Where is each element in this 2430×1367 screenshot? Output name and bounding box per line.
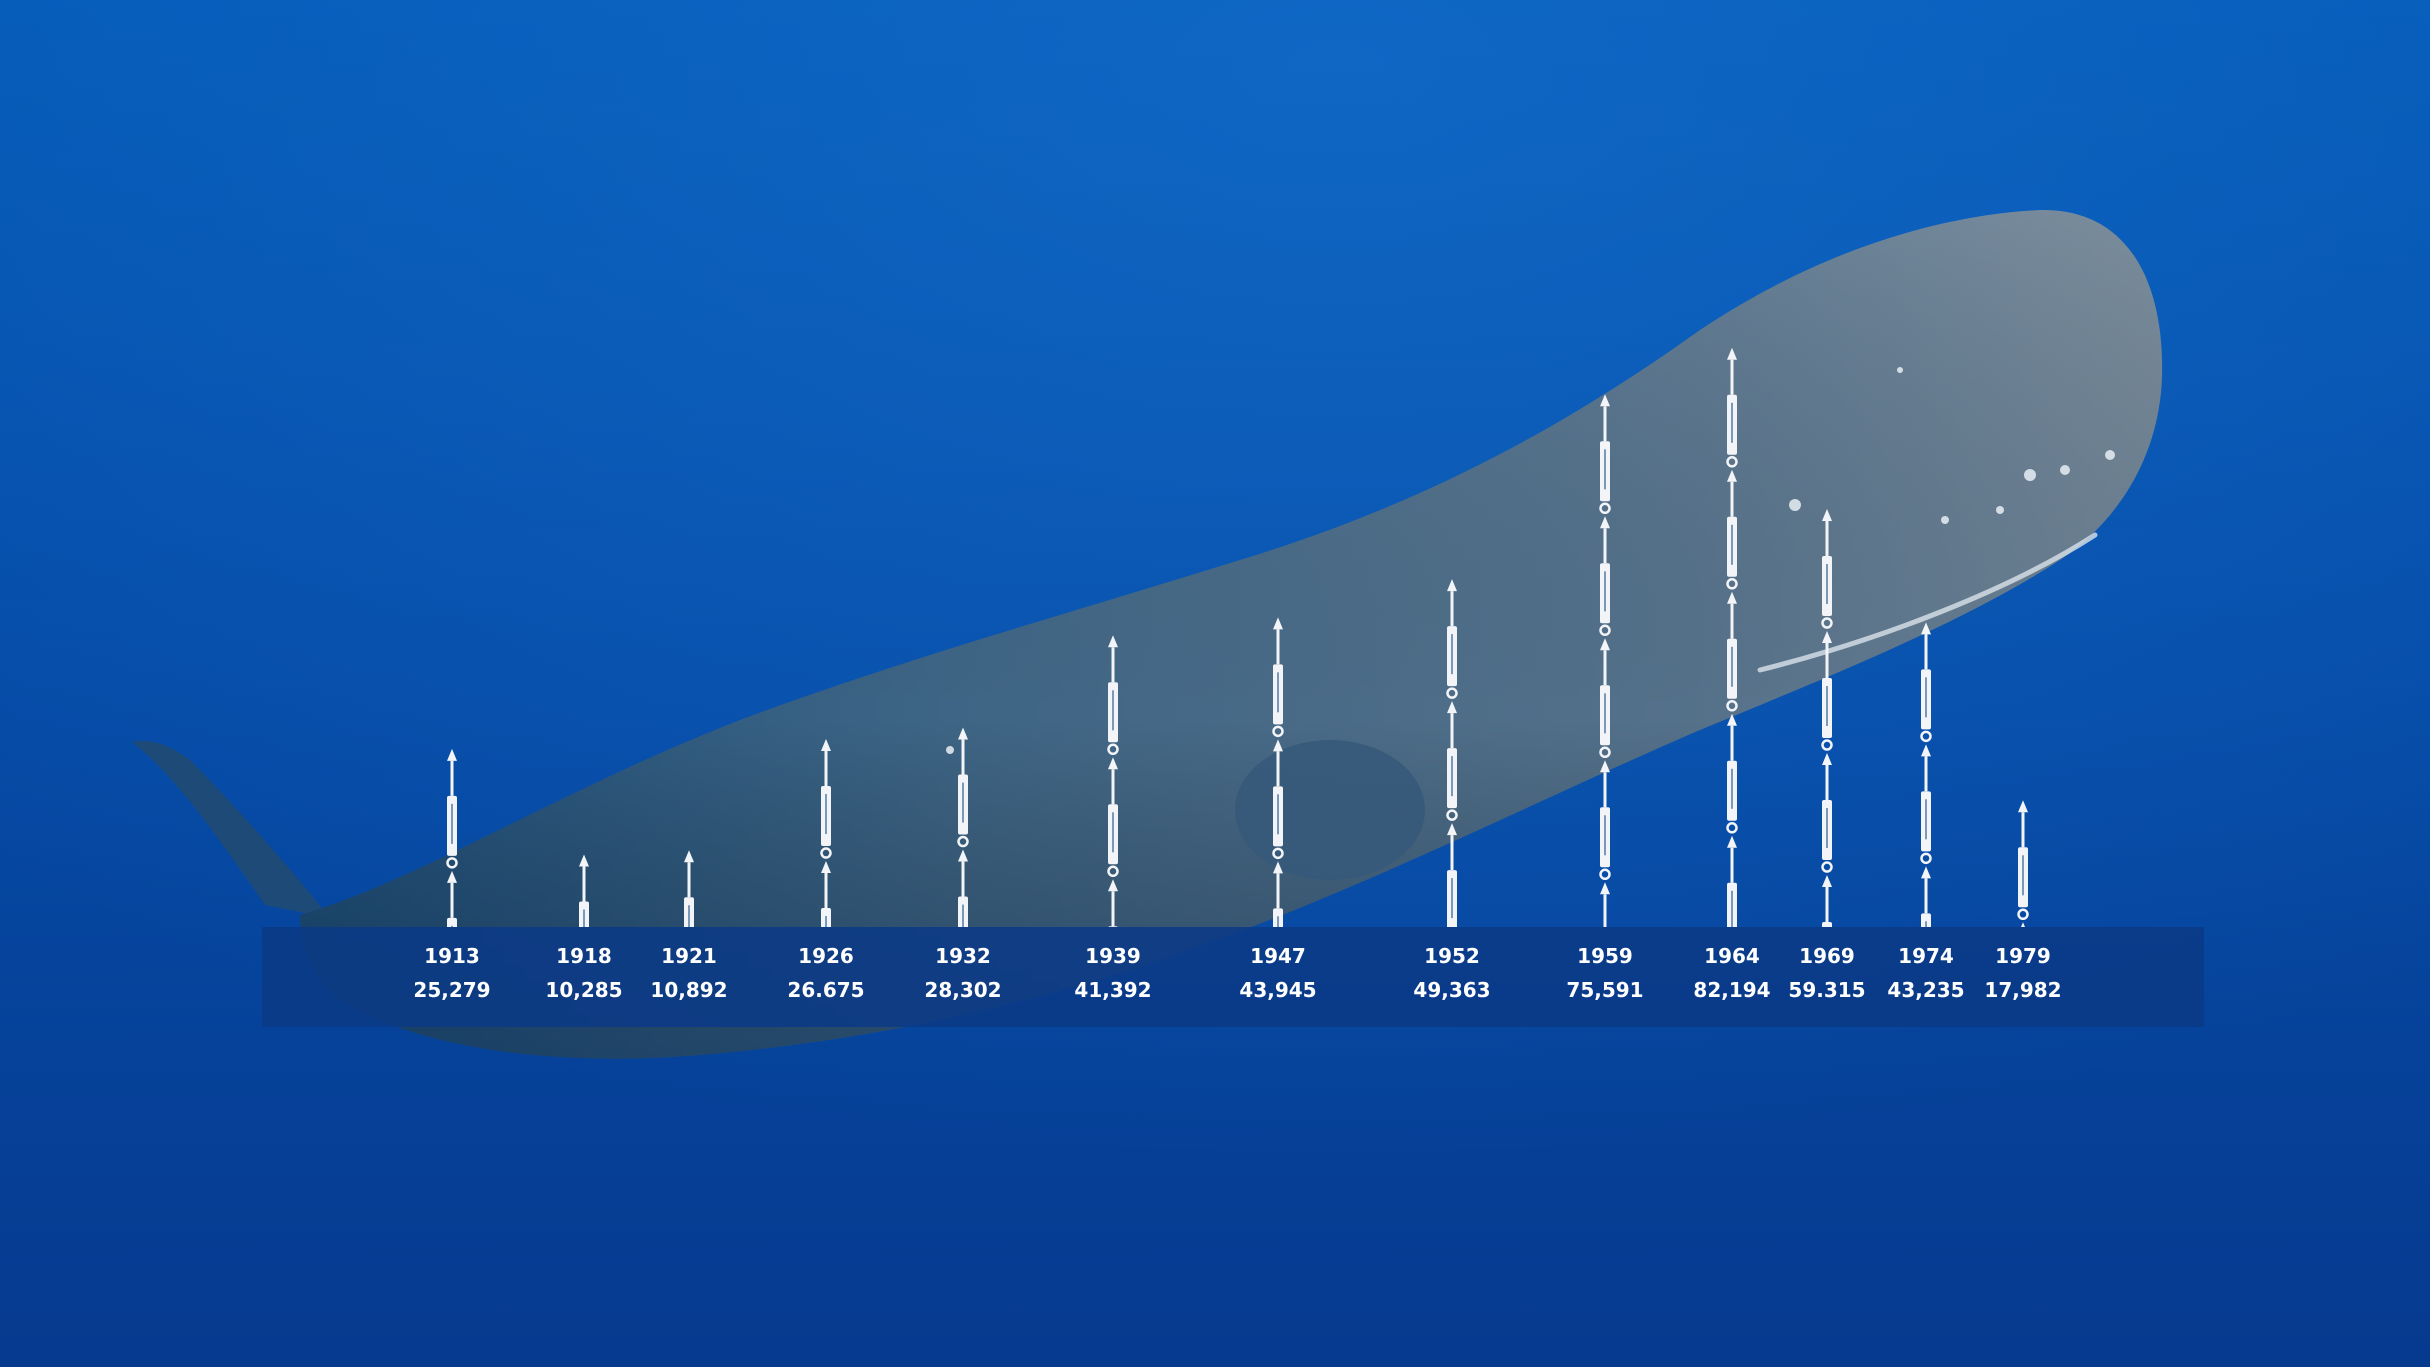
whale-jaw-line (1757, 532, 2098, 673)
data-label-1974: 43,235 (1887, 978, 1964, 1002)
bar-1947 (1272, 617, 1284, 928)
tick-label-1939: 1939 (1085, 944, 1141, 968)
bar-1969 (1821, 509, 1833, 927)
bar-1964 (1726, 347, 1738, 927)
data-label-1921: 10,892 (650, 978, 727, 1002)
tick-label-1969: 1969 (1799, 944, 1855, 968)
tick-label-1964: 1964 (1704, 944, 1760, 968)
whale-tail-fluke (132, 740, 330, 918)
bar-1939 (1107, 635, 1119, 928)
tick-label-1932: 1932 (935, 944, 991, 968)
tick-label-1952: 1952 (1424, 944, 1480, 968)
data-label-1964: 82,194 (1693, 978, 1770, 1002)
data-label-1959: 75,591 (1566, 978, 1643, 1002)
bar-1913 (446, 748, 458, 928)
bar-1932 (957, 727, 969, 927)
x-axis-band (262, 927, 2204, 1027)
whale-skin-spots (946, 367, 2115, 754)
data-label-1932: 28,302 (924, 978, 1001, 1002)
bar-1974 (1920, 622, 1932, 928)
tick-label-1974: 1974 (1898, 944, 1954, 968)
whale-flipper (1235, 740, 1425, 880)
data-label-1952: 49,363 (1413, 978, 1490, 1002)
chart-bars (446, 347, 2029, 928)
data-label-1918: 10,285 (545, 978, 622, 1002)
data-label-1947: 43,945 (1239, 978, 1316, 1002)
tick-label-1979: 1979 (1995, 944, 2051, 968)
tick-label-1918: 1918 (556, 944, 612, 968)
tick-label-1926: 1926 (798, 944, 854, 968)
bar-1959 (1599, 394, 1611, 927)
tick-label-1947: 1947 (1250, 944, 1306, 968)
data-label-1913: 25,279 (413, 978, 490, 1002)
bar-1921 (684, 850, 694, 927)
tick-label-1959: 1959 (1577, 944, 1633, 968)
data-label-1979: 17,982 (1984, 978, 2061, 1002)
tick-label-1913: 1913 (424, 944, 480, 968)
whale-body-shading (300, 209, 2163, 1059)
chart-labels: 1913 25,279 1918 10,285 1921 10,892 1926 26.675… (413, 944, 2061, 1002)
tick-label-1921: 1921 (661, 944, 717, 968)
bar-1926 (820, 739, 832, 928)
data-label-1939: 41,392 (1074, 978, 1151, 1002)
bar-1979 (2017, 800, 2029, 927)
bar-1918 (579, 854, 589, 927)
bar-1952 (1446, 579, 1458, 927)
data-label-1926: 26.675 (787, 978, 864, 1002)
data-label-1969: 59.315 (1788, 978, 1865, 1002)
